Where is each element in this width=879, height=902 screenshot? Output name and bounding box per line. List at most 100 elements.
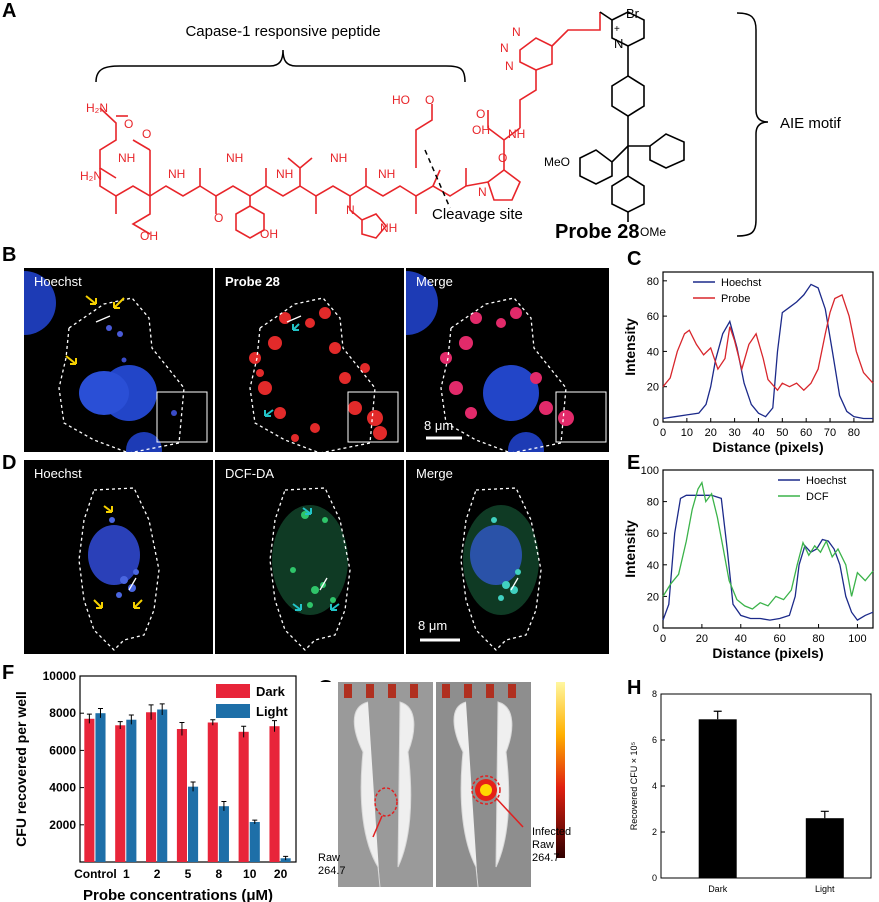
x-tick-label: Control [74, 867, 117, 881]
svg-text:H₂N: H₂N [80, 169, 102, 183]
legend-label: Hoechst [721, 277, 761, 289]
svg-text:O: O [476, 107, 485, 121]
x-tick-label: 5 [185, 867, 192, 881]
x-tick-label: 0 [660, 427, 666, 439]
error-bar [86, 713, 92, 724]
panel-d-title-merge: Merge [416, 466, 453, 481]
panel-label-d: D [2, 452, 17, 474]
svg-text:NH: NH [226, 151, 243, 165]
y-tick-label: 80 [647, 276, 659, 288]
svg-text:O: O [425, 93, 434, 107]
svg-text:NH: NH [378, 167, 395, 181]
error-bar [252, 819, 258, 824]
y-tick-label: 10000 [43, 669, 77, 683]
x-tick-label: 40 [735, 633, 747, 645]
x-axis-label: Distance (pixels) [712, 645, 823, 661]
y-tick-label: 2 [652, 827, 657, 837]
error-bar [179, 722, 185, 736]
y-axis-label: Recovered CFU × 10⁵ [629, 741, 639, 830]
svg-text:O: O [214, 211, 223, 225]
svg-text:NH: NH [380, 221, 397, 235]
legend-swatch [216, 704, 250, 718]
x-tick-label: 20 [696, 633, 708, 645]
panel-g-imaging: Raw 264.7 Infected Raw 264.7 [318, 682, 620, 900]
x-tick-label: Dark [708, 884, 728, 894]
legend-label: Light [256, 704, 288, 719]
y-tick-label: 60 [647, 311, 659, 323]
panel-b-merge-image: Merge 8 μm [406, 268, 609, 452]
x-tick-label: 100 [848, 633, 866, 645]
bar-dark [269, 726, 280, 862]
y-tick-label: 4000 [49, 781, 76, 795]
svg-text:N: N [614, 36, 623, 51]
svg-text:NH: NH [168, 167, 185, 181]
y-tick-label: 6000 [49, 743, 76, 757]
legend-label: DCF [806, 491, 829, 503]
y-tick-label: 20 [647, 382, 659, 394]
y-tick-label: 8 [652, 689, 657, 699]
svg-text:O: O [142, 127, 151, 141]
panel-d-scale-bar: 8 μm [418, 618, 448, 633]
plot-frame [662, 271, 874, 423]
error-bar [148, 704, 154, 720]
legend-label: Probe [721, 293, 750, 305]
panel-b-probe-image: Probe 28 [215, 268, 404, 452]
x-tick-label: 50 [776, 427, 788, 439]
y-tick-label: 40 [647, 346, 659, 358]
x-tick-label: 0 [660, 633, 666, 645]
x-tick-label: 1 [123, 867, 130, 881]
bar-dark [238, 731, 249, 862]
panel-label-h: H [627, 677, 642, 699]
y-tick-label: 2000 [49, 818, 76, 832]
legend-label: Hoechst [806, 475, 846, 487]
svg-text:OH: OH [472, 123, 490, 137]
panel-d-dcf-image: DCF-DA [215, 460, 404, 654]
bar-dark [176, 729, 187, 862]
panel-e-chart: 0 20 40 60 80 100 0 20 40 60 80 100 Distance (pixels… [625, 465, 874, 661]
x-tick-label: 70 [824, 427, 836, 439]
y-tick-label: 60 [647, 528, 659, 540]
y-tick-label: 8000 [49, 706, 76, 720]
panel-a-structure: Capase-1 responsive peptide AIE motif [80, 6, 842, 243]
svg-text:O: O [124, 117, 133, 131]
aie-structure [579, 11, 685, 222]
bar-light [249, 822, 260, 862]
error-bar [820, 810, 829, 819]
panel-label-a: A [2, 0, 17, 22]
panel-label-c: C [627, 248, 642, 270]
panel-g-label-infected: Infected Raw 264.7 [532, 826, 572, 864]
series-line-dcf [662, 480, 874, 610]
panel-d-hoechst-image: Hoechst [24, 460, 213, 654]
bar-dark [84, 718, 95, 862]
bar-light [218, 806, 229, 862]
legend-label: Dark [256, 684, 286, 699]
bar-light [126, 719, 137, 862]
y-axis-label: Intensity [625, 520, 638, 578]
panel-d-title-dcf: DCF-DA [225, 466, 275, 481]
panel-d-title-hoechst: Hoechst [34, 466, 82, 481]
y-tick-label: 40 [647, 560, 659, 572]
bar-dark [698, 719, 737, 878]
probe-28-label: Probe 28 [555, 221, 639, 243]
y-tick-label: 80 [647, 497, 659, 509]
x-tick-label: 2 [154, 867, 161, 881]
svg-text:N: N [505, 59, 514, 73]
svg-text:H₂N: H₂N [86, 101, 108, 115]
panel-label-f: F [2, 662, 15, 684]
panel-c-chart: 0 10 20 30 40 50 60 70 80 0 20 40 60 80 Distance (pixe… [625, 271, 874, 455]
svg-text:Br: Br [626, 6, 640, 21]
y-tick-label: 100 [641, 465, 659, 477]
series-line-hoechst [662, 283, 873, 420]
y-tick-label: 20 [647, 591, 659, 603]
svg-text:OMe: OMe [640, 225, 666, 239]
error-bar [241, 725, 247, 738]
panel-b-hoechst-image: Hoechst [24, 268, 213, 452]
svg-text:HO: HO [392, 93, 410, 107]
error-bar [713, 710, 722, 720]
y-tick-label: 0 [653, 623, 659, 635]
series-line-probe [662, 293, 874, 392]
svg-text:MeO: MeO [544, 155, 570, 169]
bar-light [157, 709, 168, 862]
svg-text:OH: OH [140, 229, 158, 243]
y-tick-label: 0 [653, 417, 659, 429]
